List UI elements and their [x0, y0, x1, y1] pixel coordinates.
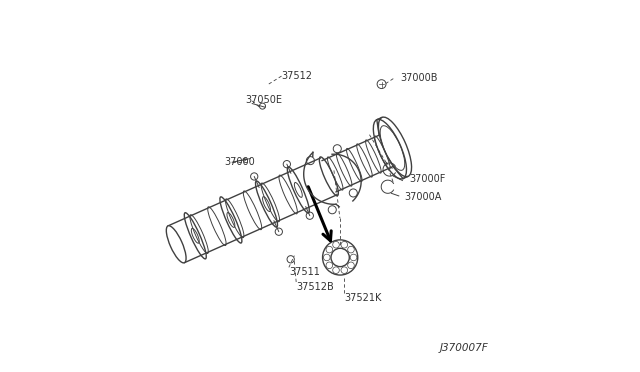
Text: 37000F: 37000F — [410, 174, 446, 184]
Text: 37512: 37512 — [282, 71, 312, 81]
Ellipse shape — [166, 226, 186, 263]
Text: 37521K: 37521K — [344, 293, 381, 303]
Text: 37000A: 37000A — [404, 192, 442, 202]
Text: 37511: 37511 — [289, 267, 320, 277]
Text: J370007F: J370007F — [440, 343, 488, 353]
Text: 37000B: 37000B — [401, 73, 438, 83]
Text: 37000: 37000 — [225, 157, 255, 167]
Text: 37512B: 37512B — [296, 282, 334, 292]
Text: 37050E: 37050E — [245, 95, 282, 105]
